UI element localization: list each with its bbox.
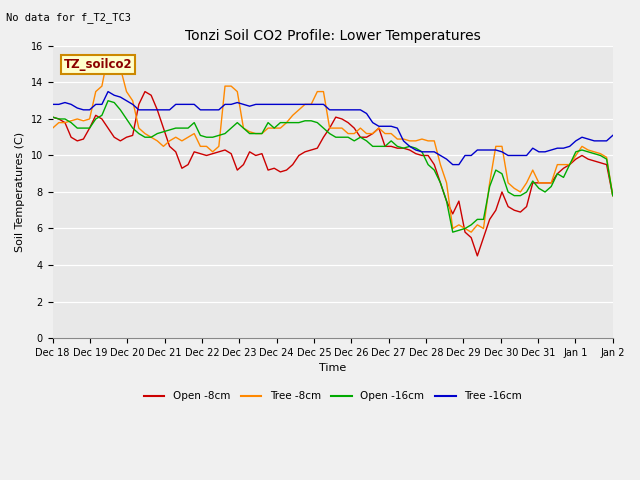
Open -16cm <box>474 216 481 222</box>
Tree -16cm <box>49 101 56 107</box>
Open -8cm <box>474 253 481 259</box>
Tree -16cm <box>387 123 395 129</box>
Tree -8cm <box>511 185 518 191</box>
Tree -16cm <box>609 132 616 138</box>
Open -8cm <box>387 144 395 149</box>
Legend: Open -8cm, Tree -8cm, Open -16cm, Tree -16cm: Open -8cm, Tree -8cm, Open -16cm, Tree -… <box>140 387 526 406</box>
Tree -8cm <box>49 125 56 131</box>
Open -16cm <box>49 114 56 120</box>
Tree -16cm <box>104 89 112 95</box>
Open -16cm <box>104 98 112 104</box>
Tree -8cm <box>467 229 475 235</box>
Tree -16cm <box>449 162 456 168</box>
Open -8cm <box>529 180 536 186</box>
Open -8cm <box>504 204 512 209</box>
Line: Open -8cm: Open -8cm <box>52 92 612 256</box>
Tree -8cm <box>104 52 112 58</box>
Tree -8cm <box>609 193 616 199</box>
Open -16cm <box>511 193 518 199</box>
Open -8cm <box>467 235 475 240</box>
Tree -16cm <box>504 153 512 158</box>
Tree -16cm <box>529 145 536 151</box>
Tree -8cm <box>474 222 481 228</box>
Open -16cm <box>609 193 616 199</box>
Open -8cm <box>511 207 518 213</box>
Text: No data for f_T2_TC3: No data for f_T2_TC3 <box>6 12 131 23</box>
Open -16cm <box>504 189 512 195</box>
Line: Tree -16cm: Tree -16cm <box>52 92 612 165</box>
Tree -8cm <box>529 167 536 173</box>
Tree -16cm <box>511 153 518 158</box>
Title: Tonzi Soil CO2 Profile: Lower Temperatures: Tonzi Soil CO2 Profile: Lower Temperatur… <box>185 29 481 43</box>
Tree -8cm <box>498 144 506 149</box>
Open -16cm <box>387 138 395 144</box>
Open -16cm <box>529 178 536 184</box>
Open -8cm <box>141 89 149 95</box>
Tree -8cm <box>387 131 395 136</box>
Line: Tree -8cm: Tree -8cm <box>52 55 612 232</box>
Tree -8cm <box>504 180 512 186</box>
Open -8cm <box>609 193 616 199</box>
Tree -16cm <box>474 147 481 153</box>
Text: TZ_soilco2: TZ_soilco2 <box>64 58 132 71</box>
Open -16cm <box>449 229 456 235</box>
Open -8cm <box>498 189 506 195</box>
Y-axis label: Soil Temperatures (C): Soil Temperatures (C) <box>15 132 25 252</box>
X-axis label: Time: Time <box>319 363 346 373</box>
Tree -16cm <box>498 149 506 155</box>
Open -16cm <box>498 171 506 177</box>
Line: Open -16cm: Open -16cm <box>52 101 612 232</box>
Open -8cm <box>49 114 56 120</box>
